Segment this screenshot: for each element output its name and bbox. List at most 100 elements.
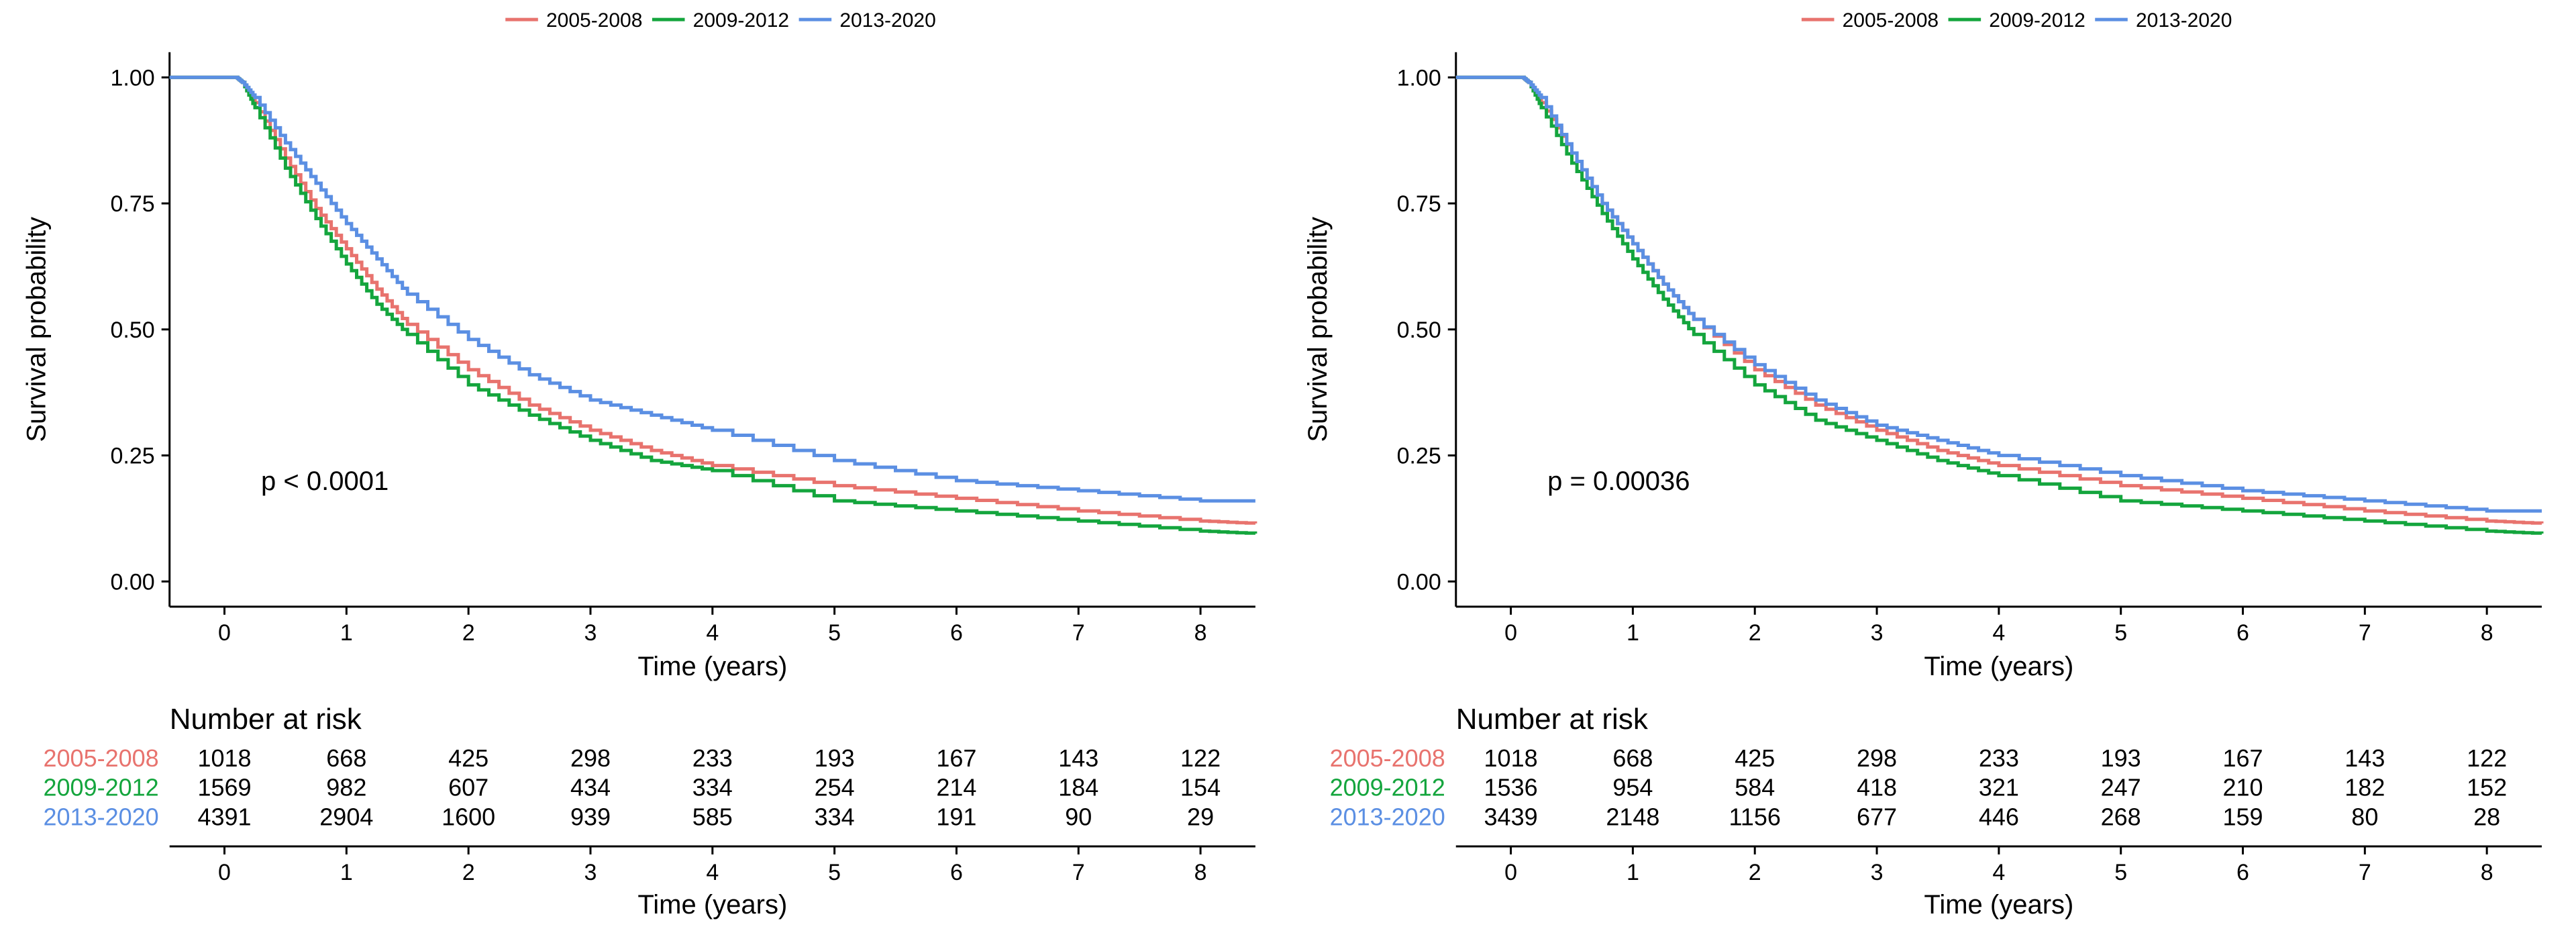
x-tick-label: 4 — [1992, 620, 2005, 646]
risk-group-label: 2009-2012 — [1330, 774, 1445, 801]
risk-x-tick-label: 5 — [2114, 860, 2127, 885]
risk-count: 3439 — [1484, 803, 1538, 830]
risk-count: 193 — [2101, 744, 2141, 772]
y-tick-label: 1.00 — [1397, 65, 1441, 91]
risk-x-axis-title: Time (years) — [637, 890, 787, 920]
legend-label-2009-2012: 2009-2012 — [693, 9, 789, 32]
legend-label-2005-2008: 2005-2008 — [546, 9, 642, 32]
risk-x-tick-label: 4 — [1992, 860, 2005, 885]
series-line-2013-2020 — [169, 75, 1255, 503]
risk-count: 1600 — [442, 803, 495, 830]
x-tick-label: 1 — [340, 620, 353, 646]
risk-count: 29 — [1187, 803, 1214, 830]
risk-count: 982 — [326, 774, 366, 801]
risk-x-tick-label: 8 — [2481, 860, 2493, 885]
risk-count: 334 — [692, 774, 733, 801]
risk-count: 321 — [1979, 774, 2019, 801]
risk-count: 152 — [2467, 774, 2507, 801]
risk-count: 210 — [2222, 774, 2263, 801]
x-tick-label: 8 — [1194, 620, 1207, 646]
risk-x-tick-label: 0 — [218, 860, 231, 885]
risk-x-axis-title: Time (years) — [1924, 890, 2073, 920]
y-tick-label: 0.50 — [111, 317, 155, 343]
risk-group-label: 2013-2020 — [44, 803, 159, 830]
risk-count: 233 — [1979, 744, 2019, 772]
legend-label-2009-2012: 2009-2012 — [1989, 9, 2085, 32]
risk-x-tick-label: 2 — [1749, 860, 1761, 885]
x-tick-label: 0 — [218, 620, 231, 646]
legend-label-2005-2008: 2005-2008 — [1843, 9, 1939, 32]
risk-count: 1018 — [197, 744, 251, 772]
risk-count: 584 — [1735, 774, 1775, 801]
risk-x-tick-label: 6 — [2236, 860, 2249, 885]
risk-count: 939 — [570, 803, 611, 830]
p-value-annotation: p = 0.00036 — [1547, 466, 1690, 496]
risk-count: 4391 — [197, 803, 251, 830]
y-tick-label: 1.00 — [111, 65, 155, 91]
risk-count: 122 — [2467, 744, 2507, 772]
risk-count: 143 — [2345, 744, 2385, 772]
x-tick-label: 7 — [2359, 620, 2371, 646]
risk-count: 954 — [1612, 774, 1653, 801]
risk-count: 677 — [1857, 803, 1897, 830]
risk-count: 268 — [2101, 803, 2141, 830]
legend-label-2013-2020: 2013-2020 — [2136, 9, 2232, 32]
y-axis-title: Survival probability — [21, 217, 51, 442]
y-tick-label: 0.25 — [111, 444, 155, 469]
x-tick-label: 6 — [2236, 620, 2249, 646]
risk-count: 193 — [815, 744, 855, 772]
risk-count: 154 — [1180, 774, 1221, 801]
risk-x-tick-label: 4 — [706, 860, 719, 885]
risk-x-tick-label: 1 — [340, 860, 353, 885]
risk-x-tick-label: 6 — [950, 860, 963, 885]
risk-x-tick-label: 1 — [1627, 860, 1639, 885]
y-tick-label: 0.50 — [1397, 317, 1441, 343]
x-axis-title: Time (years) — [1924, 652, 2073, 681]
risk-group-label: 2005-2008 — [44, 744, 159, 772]
risk-count: 425 — [1735, 744, 1775, 772]
risk-count: 254 — [815, 774, 855, 801]
km-panel-2: 2005-2008 2009-2012 2013-20200.000.250.500… — [1303, 9, 2544, 920]
risk-x-tick-label: 3 — [1871, 860, 1884, 885]
risk-count: 1156 — [1729, 803, 1781, 830]
risk-count: 607 — [448, 774, 488, 801]
risk-group-label: 2005-2008 — [1330, 744, 1445, 772]
series-line-2009-2012 — [169, 75, 1257, 535]
risk-x-tick-label: 7 — [1072, 860, 1085, 885]
risk-count: 214 — [936, 774, 976, 801]
risk-count: 182 — [2345, 774, 2385, 801]
risk-x-tick-label: 2 — [462, 860, 475, 885]
p-value-annotation: p < 0.0001 — [261, 466, 389, 496]
risk-count: 298 — [570, 744, 611, 772]
risk-count: 233 — [692, 744, 733, 772]
risk-group-label: 2013-2020 — [1330, 803, 1445, 830]
y-tick-label: 0.75 — [111, 191, 155, 217]
risk-x-tick-label: 8 — [1194, 860, 1207, 885]
risk-count: 298 — [1857, 744, 1897, 772]
risk-x-tick-label: 3 — [584, 860, 597, 885]
x-tick-label: 5 — [828, 620, 841, 646]
risk-count: 159 — [2222, 803, 2263, 830]
y-tick-label: 0.00 — [111, 569, 155, 595]
y-tick-label: 0.75 — [1397, 191, 1441, 217]
risk-count: 425 — [448, 744, 488, 772]
km-panel-1: 2005-2008 2009-2012 2013-20200.000.250.500… — [21, 9, 1257, 920]
risk-count: 184 — [1058, 774, 1098, 801]
risk-count: 191 — [936, 803, 976, 830]
y-axis-title: Survival probability — [1303, 217, 1333, 442]
risk-count: 434 — [570, 774, 611, 801]
series-line-2013-2020 — [1455, 75, 2542, 513]
risk-count: 334 — [815, 803, 855, 830]
risk-count: 668 — [326, 744, 366, 772]
risk-group-label: 2009-2012 — [44, 774, 159, 801]
risk-count: 28 — [2473, 803, 2500, 830]
x-axis-title: Time (years) — [637, 652, 787, 681]
risk-count: 2148 — [1606, 803, 1659, 830]
x-tick-label: 5 — [2114, 620, 2127, 646]
series-line-2005-2008 — [169, 75, 1257, 525]
risk-count: 2904 — [319, 803, 373, 830]
risk-count: 1536 — [1484, 774, 1538, 801]
x-tick-label: 2 — [462, 620, 475, 646]
